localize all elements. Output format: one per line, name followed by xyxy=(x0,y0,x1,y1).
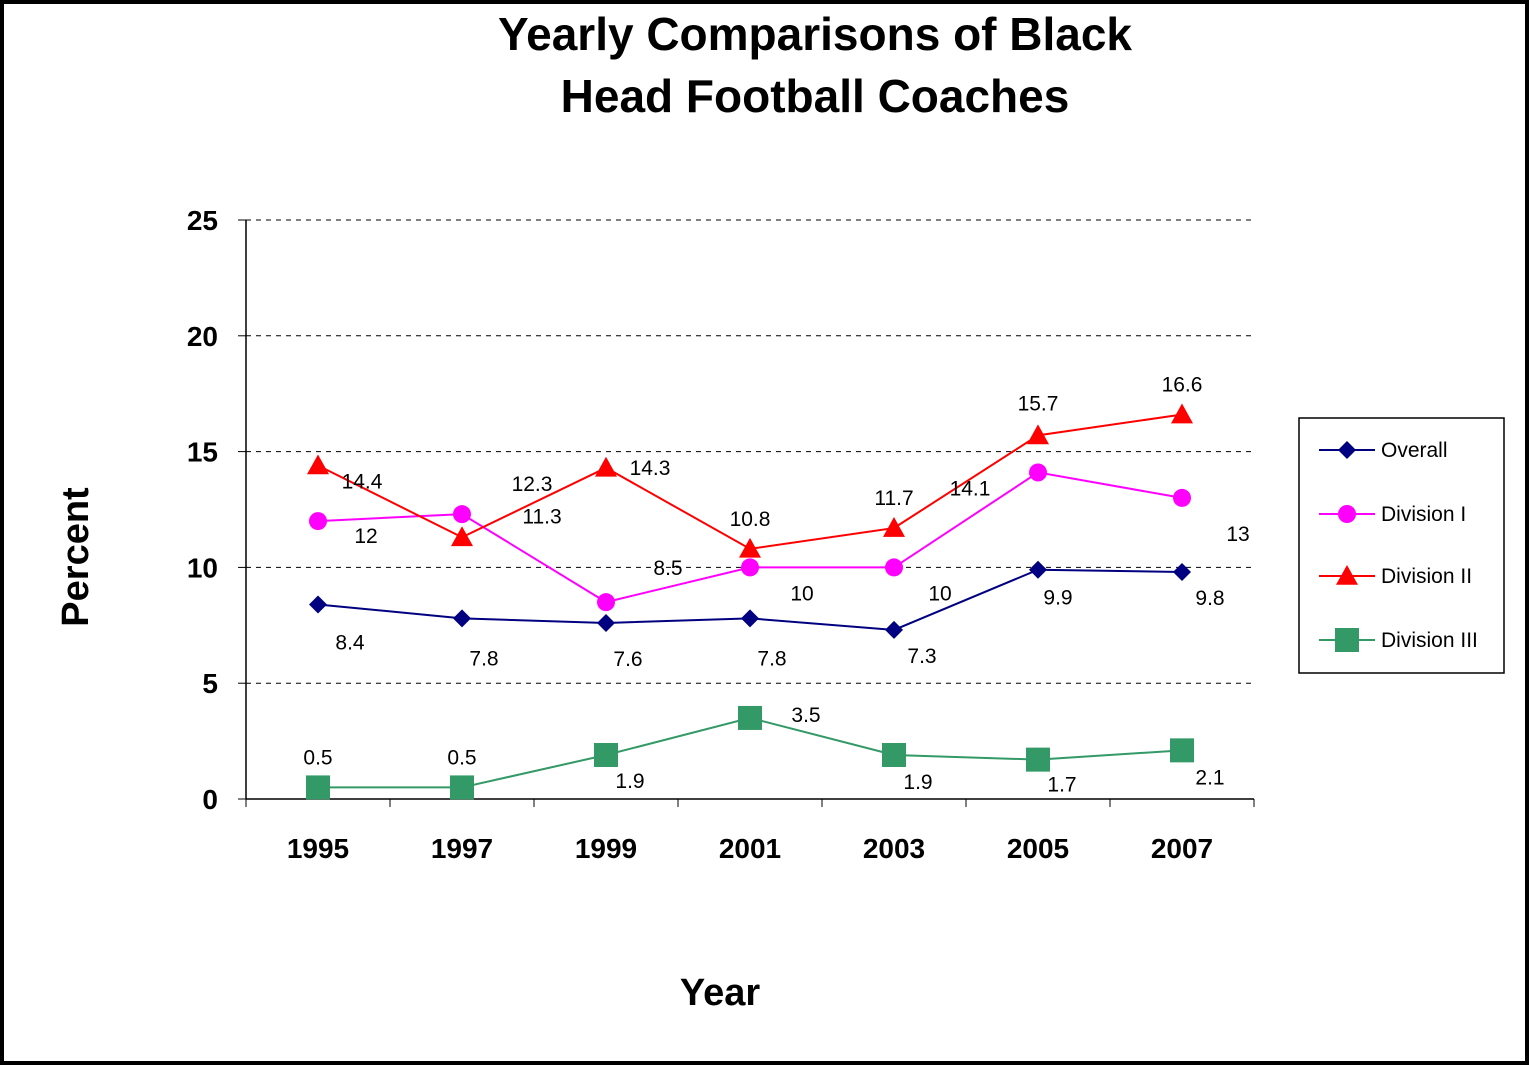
x-tick-label: 2005 xyxy=(1007,833,1069,864)
y-tick-label: 0 xyxy=(202,784,218,815)
data-point-square xyxy=(1026,747,1050,772)
data-point-diamond xyxy=(309,595,327,614)
data-label: 7.8 xyxy=(757,647,786,670)
data-point-square xyxy=(450,775,474,800)
data-point-circle xyxy=(309,512,327,531)
chart-title-line-1: Yearly Comparisons of Black xyxy=(498,8,1132,60)
data-label: 8.5 xyxy=(653,557,682,580)
data-point-diamond xyxy=(1338,441,1356,459)
series-overall xyxy=(309,560,1191,639)
x-tick-label: 2001 xyxy=(719,833,781,864)
data-point-square xyxy=(882,742,906,767)
data-point-diamond xyxy=(597,613,615,632)
data-point-triangle xyxy=(739,537,761,558)
data-label: 3.5 xyxy=(791,704,820,727)
data-point-square xyxy=(594,742,618,767)
data-label: 14.1 xyxy=(950,477,991,500)
x-tick-label: 1999 xyxy=(575,833,637,864)
data-label: 10.8 xyxy=(730,508,771,531)
legend-item-division-iii: Division III xyxy=(1319,628,1478,652)
legend-box xyxy=(1298,417,1505,674)
x-tick-label: 1997 xyxy=(431,833,493,864)
data-point-circle xyxy=(741,558,759,577)
y-tick-label: 5 xyxy=(202,668,218,699)
data-label: 14.3 xyxy=(630,457,671,480)
data-point-triangle xyxy=(1171,403,1193,424)
chart-title-line-2: Head Football Coaches xyxy=(561,70,1070,122)
legend-label: Overall xyxy=(1381,439,1448,462)
data-label: 12 xyxy=(354,525,377,548)
legend: Overall Division I Division II Division III xyxy=(1298,417,1505,674)
series-group xyxy=(306,403,1194,800)
data-point-triangle xyxy=(1027,424,1049,445)
data-label: 0.5 xyxy=(303,746,332,769)
x-tick-label: 2007 xyxy=(1151,833,1213,864)
data-point-triangle xyxy=(307,454,329,475)
data-label: 7.3 xyxy=(907,645,936,668)
y-tick-labels: 0 5 10 15 20 25 xyxy=(187,205,218,815)
data-point-circle xyxy=(597,593,615,612)
axes xyxy=(238,219,1255,807)
data-point-triangle xyxy=(451,526,473,547)
data-label: 7.6 xyxy=(613,648,642,671)
data-point-diamond xyxy=(453,609,471,628)
y-axis-title: Percent xyxy=(55,487,97,627)
series-division-ii xyxy=(307,403,1193,558)
data-point-triangle xyxy=(1336,565,1358,585)
data-point-circle xyxy=(453,505,471,524)
data-point-triangle xyxy=(595,456,617,477)
data-point-square xyxy=(1335,628,1359,652)
series-division-iii xyxy=(306,705,1194,800)
data-label: 0.5 xyxy=(447,746,476,769)
data-label: 1.9 xyxy=(903,771,932,794)
data-point-circle xyxy=(1029,463,1047,482)
data-label: 16.6 xyxy=(1162,374,1203,397)
series-line xyxy=(317,471,1183,604)
x-tick-label: 1995 xyxy=(287,833,349,864)
data-point-circle xyxy=(885,558,903,577)
data-label: 1.9 xyxy=(615,770,644,793)
data-point-square xyxy=(306,775,330,800)
y-tick-label: 10 xyxy=(187,552,218,583)
legend-label: Division III xyxy=(1381,629,1478,652)
legend-item-division-i: Division I xyxy=(1319,503,1466,526)
data-point-square xyxy=(1170,738,1194,763)
data-label: 10 xyxy=(790,582,813,605)
data-label: 13 xyxy=(1226,523,1249,546)
data-point-diamond xyxy=(741,609,759,628)
y-tick-label: 15 xyxy=(187,437,218,468)
data-label: 1.7 xyxy=(1047,774,1076,797)
y-tick-label: 25 xyxy=(187,205,218,236)
data-point-circle xyxy=(1173,488,1191,507)
x-axis-title: Year xyxy=(680,972,761,1014)
data-label: 14.4 xyxy=(342,470,383,493)
data-label: 7.8 xyxy=(469,647,498,670)
data-label: 11.3 xyxy=(522,505,561,528)
legend-item-division-ii: Division II xyxy=(1319,565,1472,588)
legend-label: Division I xyxy=(1381,503,1466,526)
series-division-i xyxy=(309,463,1191,612)
legend-item-overall: Overall xyxy=(1319,439,1448,462)
data-point-square xyxy=(738,705,762,730)
data-point-diamond xyxy=(1029,560,1047,579)
x-tick-label: 2003 xyxy=(863,833,925,864)
data-label: 15.7 xyxy=(1018,392,1059,415)
data-label: 12.3 xyxy=(512,473,553,496)
data-label: 11.7 xyxy=(874,487,913,510)
data-point-diamond xyxy=(1173,563,1191,582)
x-tick-labels: 1995 1997 1999 2001 2003 2005 2007 xyxy=(287,833,1213,864)
data-label: 8.4 xyxy=(335,631,365,654)
y-tick-label: 20 xyxy=(187,321,218,352)
data-point-circle xyxy=(1338,505,1356,523)
data-point-triangle xyxy=(883,517,905,537)
data-labels: 8.4 7.8 7.6 7.8 7.3 9.9 9.8 12 12.3 8.5 10 10 14.1 13… xyxy=(303,374,1249,797)
data-label: 9.9 xyxy=(1043,587,1072,610)
data-point-diamond xyxy=(885,620,903,639)
data-label: 2.1 xyxy=(1195,766,1224,789)
data-label: 9.8 xyxy=(1195,587,1224,610)
data-label: 10 xyxy=(928,582,951,605)
legend-label: Division II xyxy=(1381,565,1472,588)
